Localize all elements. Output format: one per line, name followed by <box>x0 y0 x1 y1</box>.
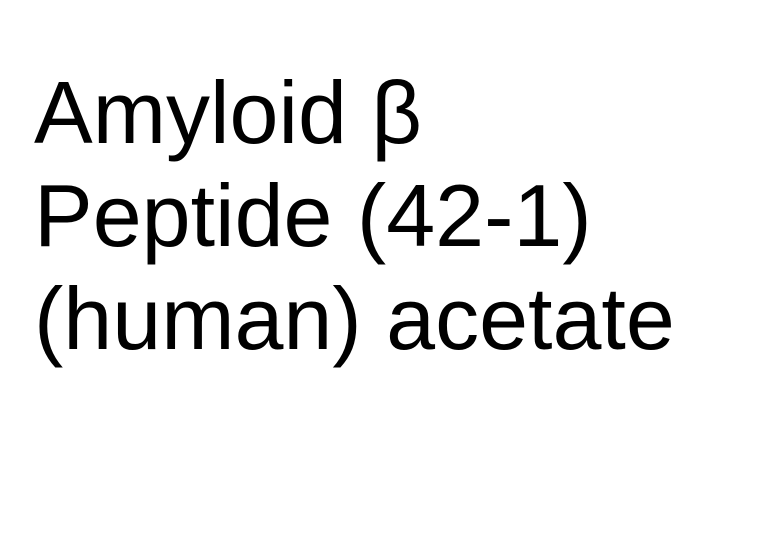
compound-line-3: (human) acetate <box>34 268 780 371</box>
compound-line-1: Amyloid β <box>34 62 780 165</box>
compound-line-2: Peptide (42-1) <box>34 165 780 268</box>
compound-name-text: Amyloid β Peptide (42-1) (human) acetate <box>0 0 780 371</box>
